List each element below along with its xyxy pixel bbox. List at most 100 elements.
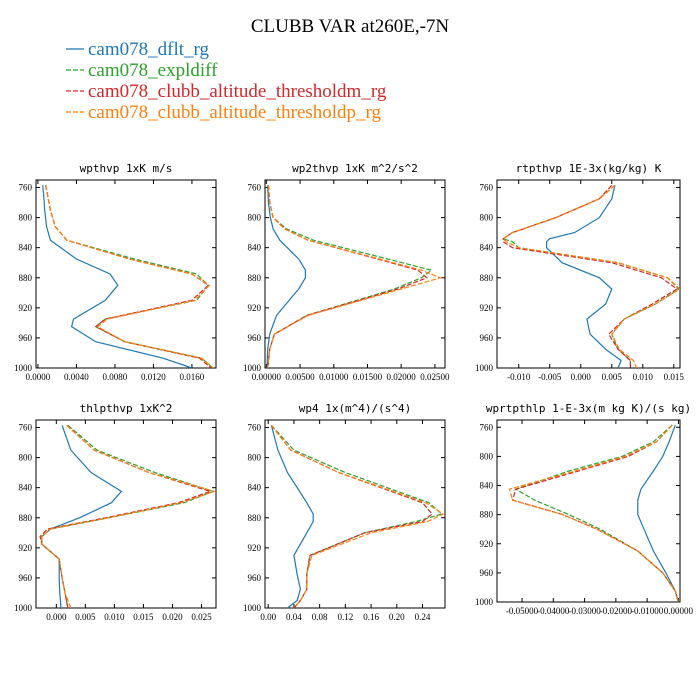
y-tick-label: 840 xyxy=(19,243,33,253)
y-tick-label: 800 xyxy=(248,213,262,223)
series-line-3 xyxy=(502,184,678,368)
plot-frame xyxy=(264,179,446,369)
y-tick-label: 840 xyxy=(248,243,262,253)
x-tick-label: 0.12 xyxy=(337,612,353,622)
x-tick-label: -0.010 xyxy=(507,372,531,382)
legend-label: cam078_clubb_altitude_thresholdm_rg xyxy=(88,81,387,102)
series-line-4 xyxy=(270,424,445,608)
y-tick-label: 960 xyxy=(19,573,33,583)
panel-2: wp2thvp 1xK m^2/s^2 760 800 840 880 920 960 100… xyxy=(243,162,450,382)
y-tick-label: 840 xyxy=(480,243,494,253)
series-line-4 xyxy=(45,185,214,368)
x-tick-label: -0.02000 xyxy=(600,606,633,616)
x-tick-label: 0.010 xyxy=(104,612,125,622)
panel-4: thlpthvp 1xK^2 760 800 840 880 920 960 1000 0.00… xyxy=(14,402,217,622)
series-line-2 xyxy=(270,424,444,608)
y-tick-label: 760 xyxy=(248,183,262,193)
y-tick-label: 760 xyxy=(19,423,33,433)
y-tick-label: 760 xyxy=(480,422,494,432)
x-tick-label: 0.00 xyxy=(260,612,276,622)
series-line-3 xyxy=(39,424,213,608)
y-tick-label: 1000 xyxy=(475,597,494,607)
x-tick-label: 0.025 xyxy=(191,612,212,622)
series-line-2 xyxy=(501,184,680,368)
y-tick-label: 920 xyxy=(19,303,33,313)
plot-frame xyxy=(496,419,681,603)
panel-title: thlpthvp 1xK^2 xyxy=(80,402,173,415)
series-line-1 xyxy=(266,185,306,368)
x-tick-label: -0.03000 xyxy=(568,606,601,616)
y-tick-label: 880 xyxy=(480,510,494,520)
y-tick-label: 880 xyxy=(19,513,33,523)
x-tick-label: 0.00000 xyxy=(252,372,282,382)
y-tick-label: 880 xyxy=(480,273,494,283)
series-line-2 xyxy=(45,185,214,368)
y-tick-label: 840 xyxy=(480,481,494,491)
x-tick-label: 0.015 xyxy=(664,372,685,382)
x-tick-label: 0.02500 xyxy=(420,372,450,382)
series-line-1 xyxy=(637,424,679,602)
series-line-1 xyxy=(42,185,193,368)
panel-title: rtpthvp 1E-3x(kg/kg) K xyxy=(516,162,662,175)
y-tick-label: 760 xyxy=(480,183,494,193)
legend: cam078_dflt_rgcam078_expldiffcam078_club… xyxy=(66,39,387,123)
y-tick-label: 1000 xyxy=(14,603,33,613)
series-line-2 xyxy=(41,424,215,608)
y-tick-label: 960 xyxy=(480,333,494,343)
x-tick-label: 0.000 xyxy=(46,612,67,622)
y-tick-label: 880 xyxy=(19,273,33,283)
x-tick-label: -0.04000 xyxy=(537,606,570,616)
x-tick-label: 0.000 xyxy=(571,372,592,382)
plot-frame xyxy=(35,179,217,369)
panel-5: wp4 1x(m^4)/(s^4)76080084088092096010000… xyxy=(243,402,446,622)
legend-label: cam078_clubb_altitude_thresholdp_rg xyxy=(88,102,382,123)
y-tick-label: 880 xyxy=(248,513,262,523)
x-tick-label: -0.01000 xyxy=(631,606,664,616)
figure-title: CLUBB VAR at260E,-7N xyxy=(251,16,450,37)
x-tick-label: 0.02000 xyxy=(387,372,417,382)
x-tick-label: 0.020 xyxy=(162,612,183,622)
series-line-3 xyxy=(267,185,428,368)
y-tick-label: 1000 xyxy=(243,603,262,613)
legend-label: cam078_expldiff xyxy=(88,60,218,81)
legend-label: cam078_dflt_rg xyxy=(88,39,210,60)
y-tick-label: 800 xyxy=(248,453,262,463)
y-tick-label: 920 xyxy=(480,539,494,549)
y-tick-label: 960 xyxy=(248,333,262,343)
y-tick-label: 800 xyxy=(480,451,494,461)
x-tick-label: 0.005 xyxy=(75,612,96,622)
panel-title: wpthvp 1xK m/s xyxy=(80,162,173,175)
x-tick-label: 0.0000 xyxy=(26,372,51,382)
panel-1: wpthvp 1xK m/s76080084088092096010000.00… xyxy=(14,162,217,382)
panel-6: wprtpthlp 1-E-3x(m kg K)/(s kg) 760 800 840… xyxy=(475,402,694,616)
y-tick-label: 920 xyxy=(248,543,262,553)
series-line-3 xyxy=(45,185,212,368)
y-tick-label: 760 xyxy=(19,183,33,193)
panel-3: rtpthvp 1E-3x(kg/kg) K 760 800 840 880 920 960… xyxy=(475,162,684,382)
y-tick-label: 1000 xyxy=(14,363,33,373)
x-tick-label: 0.00000 xyxy=(664,606,694,616)
x-tick-label: 0.16 xyxy=(363,612,379,622)
y-tick-label: 920 xyxy=(480,303,494,313)
x-tick-label: 0.20 xyxy=(389,612,405,622)
x-tick-label: 0.04 xyxy=(286,612,302,622)
series-line-4 xyxy=(267,185,443,368)
series-line-3 xyxy=(511,424,679,602)
x-tick-label: 0.01000 xyxy=(319,372,349,382)
series-line-1 xyxy=(270,425,314,608)
x-tick-label: -0.05000 xyxy=(506,606,539,616)
y-tick-label: 760 xyxy=(248,423,262,433)
series-line-4 xyxy=(508,424,679,602)
y-tick-label: 880 xyxy=(248,273,262,283)
y-tick-label: 1000 xyxy=(243,363,262,373)
series-line-4 xyxy=(502,184,680,368)
panel-title: wprtpthlp 1-E-3x(m kg K)/(s kg) xyxy=(486,402,691,415)
panels: wpthvp 1xK m/s76080084088092096010000.00… xyxy=(14,162,694,622)
y-tick-label: 960 xyxy=(248,573,262,583)
plot-frame xyxy=(496,179,681,369)
series-line-1 xyxy=(41,425,123,608)
series-line-4 xyxy=(41,424,216,608)
panel-title: wp4 1x(m^4)/(s^4) xyxy=(299,402,412,415)
panel-title: wp2thvp 1xK m^2/s^2 xyxy=(292,162,418,175)
plot-frame xyxy=(264,419,446,609)
